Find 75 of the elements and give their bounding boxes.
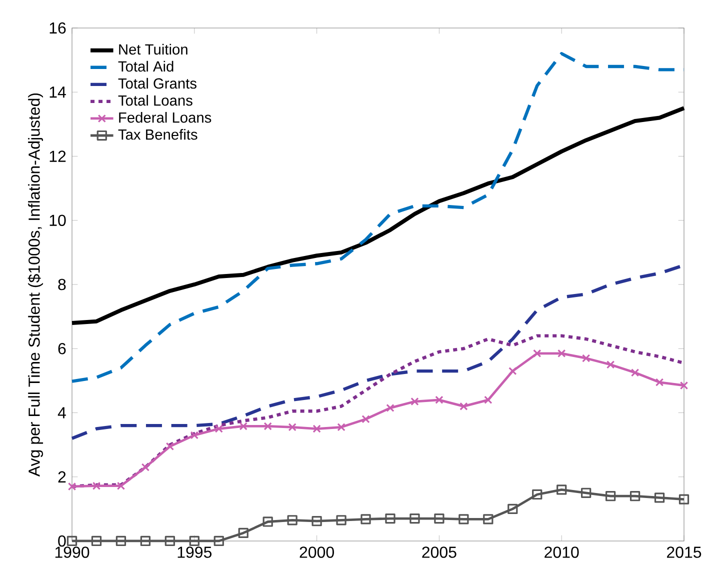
y-tick-label: 0	[58, 535, 66, 547]
point	[630, 368, 640, 377]
y-tick-label: 8	[58, 278, 66, 290]
point	[605, 491, 616, 502]
y-tick-label: 12	[50, 150, 66, 162]
y-tick-label: 4	[58, 407, 66, 418]
point	[558, 349, 566, 358]
y-tick-label: 2	[58, 471, 66, 482]
x-tick-label: 1995	[178, 546, 212, 558]
legend-label: Total Loans	[118, 94, 192, 106]
point	[582, 354, 590, 362]
point	[141, 463, 150, 472]
y-tick-label: 14	[50, 86, 66, 98]
point	[410, 397, 419, 406]
x-tick-label: 1990	[55, 546, 90, 558]
y-tick-label: 6	[58, 342, 66, 354]
point	[239, 422, 248, 430]
point	[410, 513, 420, 524]
point	[556, 484, 567, 495]
point	[166, 442, 174, 451]
x-tick-label: 2005	[422, 546, 456, 558]
point	[460, 402, 468, 410]
point	[435, 396, 444, 404]
y-tick-label: 10	[50, 214, 66, 226]
point	[362, 415, 370, 424]
point	[116, 482, 126, 490]
point	[678, 494, 690, 504]
x-tick-label: 2015	[666, 546, 702, 558]
y-tick-label: 16	[50, 22, 66, 34]
point	[483, 514, 494, 524]
point	[655, 378, 664, 386]
point	[360, 514, 371, 524]
point	[189, 536, 200, 546]
point	[508, 366, 517, 376]
point	[68, 482, 76, 491]
point	[581, 488, 592, 498]
point	[630, 491, 640, 502]
point	[654, 492, 665, 503]
legend-label: Net Tuition	[119, 44, 188, 55]
point	[458, 514, 469, 524]
point	[606, 360, 615, 369]
point	[434, 513, 444, 524]
x-tick-label: 2010	[544, 546, 579, 558]
point	[385, 513, 396, 524]
point	[264, 422, 272, 430]
point	[164, 536, 175, 546]
point	[533, 349, 542, 358]
y-axis-title: Avg per Full Time Student ($1000s, Inflation-Adjusted)	[28, 93, 44, 477]
point	[287, 515, 298, 526]
point	[66, 536, 78, 546]
point	[116, 536, 126, 546]
point	[238, 528, 248, 538]
point	[680, 381, 688, 390]
x-tick-label: 2000	[300, 546, 334, 558]
point	[214, 536, 224, 546]
legend-label: Tax Benefits	[118, 128, 198, 140]
legend-label: Federal Loans	[119, 112, 212, 123]
point	[312, 516, 322, 526]
point	[532, 489, 542, 500]
point	[336, 515, 346, 526]
point	[386, 404, 394, 412]
point	[190, 431, 199, 440]
point	[214, 424, 223, 433]
point	[508, 504, 518, 514]
point	[92, 482, 101, 490]
point	[288, 423, 296, 432]
point	[484, 396, 492, 404]
legend-label: Total Aid	[118, 60, 174, 72]
legend-label: Total Grants	[118, 78, 196, 89]
point	[140, 536, 151, 546]
point	[312, 424, 321, 433]
line-series	[70, 106, 686, 325]
point	[262, 516, 273, 527]
point	[91, 536, 102, 546]
point	[337, 423, 346, 432]
